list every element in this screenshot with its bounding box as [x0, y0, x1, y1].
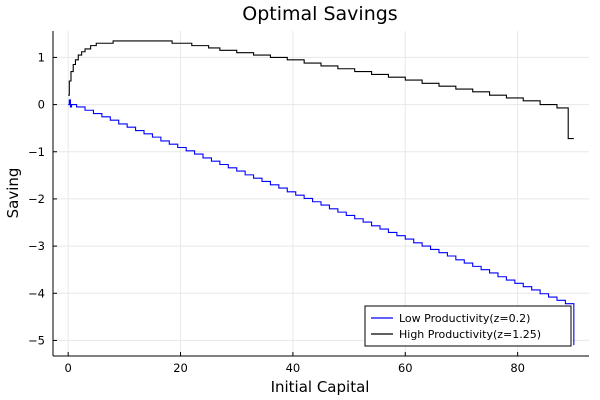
x-tick-label: 60	[398, 361, 413, 375]
series-layer	[68, 40, 575, 346]
y-tick-label: −2	[28, 192, 45, 206]
y-tick-label: 0	[38, 98, 45, 112]
x-tick-label: 80	[510, 361, 525, 375]
legend-box	[364, 305, 572, 347]
legend-label-low: Low Productivity(z=0.2)	[399, 312, 530, 325]
y-tick-label: 1	[38, 50, 45, 64]
series-line-low-productivity	[68, 99, 575, 346]
x-tick-label: 40	[286, 361, 301, 375]
grid	[53, 31, 589, 356]
y-tick-label: −3	[28, 239, 45, 253]
y-tick-label: −4	[28, 286, 45, 300]
axes	[52, 31, 589, 357]
x-tick-label: 20	[173, 361, 188, 375]
legend-label-high: High Productivity(z=1.25)	[399, 328, 541, 341]
chart-title: Optimal Savings	[242, 3, 397, 25]
legend: Low Productivity(z=0.2) High Productivit…	[364, 305, 572, 347]
y-tick-label: −1	[28, 145, 45, 159]
y-axis-label: Saving	[4, 168, 22, 219]
y-tick-label: −5	[28, 333, 45, 347]
ticks: 0 20 40 60 80 −5 −4 −3 −2 −1 0 1	[28, 50, 525, 375]
x-tick-label: 0	[65, 361, 72, 375]
series-line-high-productivity	[68, 40, 574, 140]
x-axis-label: Initial Capital	[271, 378, 370, 396]
